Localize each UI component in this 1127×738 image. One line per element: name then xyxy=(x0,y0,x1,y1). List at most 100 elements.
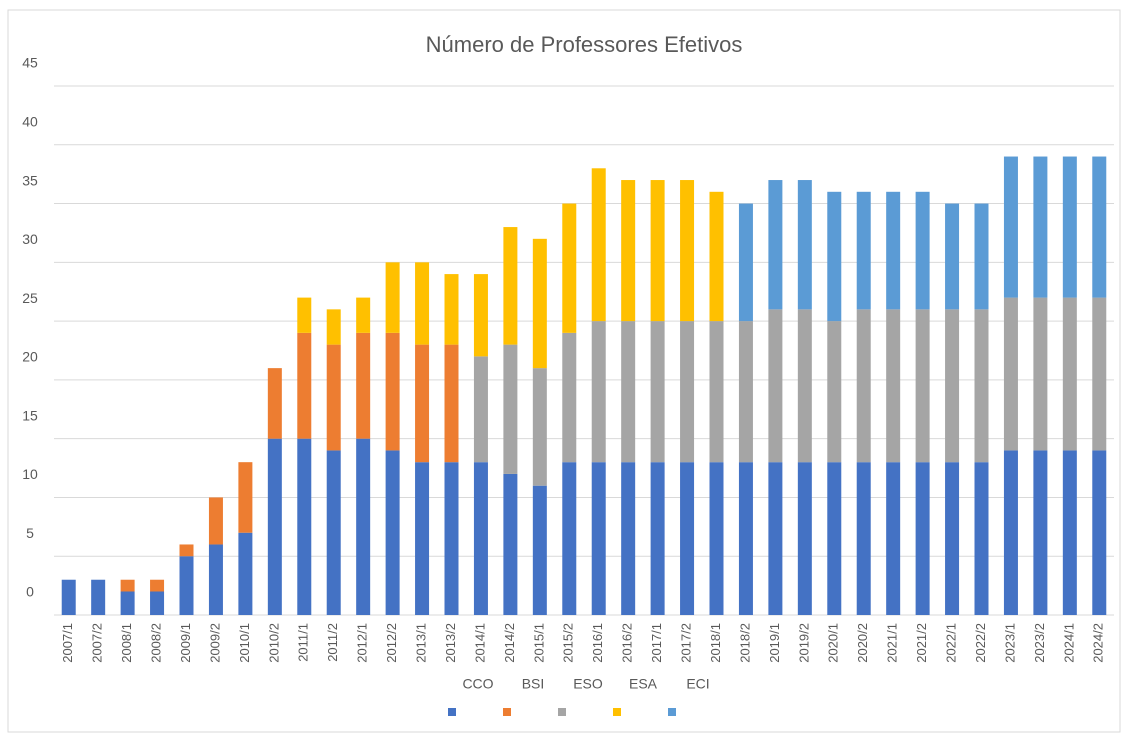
x-tick-label: 2023/1 xyxy=(1002,623,1017,663)
bar-segment xyxy=(591,462,606,615)
bar-segment xyxy=(415,344,430,463)
bar-segment xyxy=(945,462,960,615)
x-tick-label: 2022/2 xyxy=(973,623,988,663)
bar-segment xyxy=(267,438,282,615)
x-tick-label: 2015/2 xyxy=(561,623,576,663)
bar-segment xyxy=(1003,297,1018,451)
bar-segment xyxy=(385,262,400,333)
bar-segment xyxy=(856,309,871,463)
bar-segment xyxy=(61,579,76,615)
y-tick-label: 15 xyxy=(22,407,38,423)
x-tick-label: 2018/1 xyxy=(708,623,723,663)
x-tick-label: 2024/1 xyxy=(1061,623,1076,663)
x-tick-label: 2021/2 xyxy=(914,623,929,663)
bar-segment xyxy=(473,274,488,357)
x-tick-label: 2013/1 xyxy=(413,623,428,663)
legend-marker xyxy=(448,708,456,716)
x-tick-label: 2021/1 xyxy=(885,623,900,663)
y-tick-label: 5 xyxy=(26,525,34,541)
x-tick-label: 2009/2 xyxy=(207,623,222,663)
x-tick-label: 2010/2 xyxy=(266,623,281,663)
bar-segment xyxy=(709,321,724,463)
bar-segment xyxy=(768,180,783,310)
x-tick-label: 2014/2 xyxy=(502,623,517,663)
bar-segment xyxy=(444,274,459,345)
bar-segment xyxy=(444,462,459,615)
bar-segment xyxy=(91,579,106,615)
legend-label: CCO xyxy=(462,676,493,692)
legend-marker xyxy=(668,708,676,716)
bar-segment xyxy=(797,180,812,310)
bar-segment xyxy=(886,462,901,615)
bar-segment xyxy=(650,321,665,463)
bar-segment xyxy=(532,485,547,615)
bar-segment xyxy=(532,238,547,369)
bar-segment xyxy=(267,368,282,439)
x-tick-label: 2020/2 xyxy=(855,623,870,663)
x-tick-label: 2013/2 xyxy=(443,623,458,663)
bar-segment xyxy=(827,321,842,463)
bar-segment xyxy=(120,579,135,592)
bar-segment xyxy=(709,191,724,322)
bar-segment xyxy=(827,462,842,615)
x-tick-label: 2017/1 xyxy=(649,623,664,663)
y-tick-label: 40 xyxy=(22,113,38,129)
legend-label: BSI xyxy=(522,676,545,692)
x-tick-label: 2011/2 xyxy=(325,623,340,662)
bar-segment xyxy=(856,191,871,310)
bar-segment xyxy=(1092,450,1107,615)
x-tick-label: 2019/2 xyxy=(796,623,811,663)
x-tick-label: 2011/1 xyxy=(296,623,311,662)
bar-segment xyxy=(797,462,812,615)
y-tick-label: 25 xyxy=(22,290,38,306)
x-tick-label: 2017/2 xyxy=(678,623,693,663)
x-tick-label: 2024/2 xyxy=(1091,623,1106,663)
x-tick-label: 2012/2 xyxy=(384,623,399,663)
legend-marker xyxy=(503,708,511,716)
x-tick-label: 2015/1 xyxy=(531,623,546,663)
bar-segment xyxy=(356,332,371,439)
bar-segment xyxy=(738,203,753,322)
bar-segment xyxy=(945,309,960,463)
x-tick-label: 2007/2 xyxy=(90,623,105,663)
x-tick-label: 2022/1 xyxy=(943,623,958,663)
bar-segment xyxy=(473,356,488,463)
bar-segment xyxy=(297,332,312,439)
bar-segment xyxy=(1033,297,1048,451)
bar-segment xyxy=(945,203,960,310)
bar-segment xyxy=(1062,450,1077,615)
bar-segment xyxy=(856,462,871,615)
bar-segment xyxy=(915,462,930,615)
bar-segment xyxy=(738,321,753,463)
legend-label: ESO xyxy=(573,676,603,692)
y-tick-label: 45 xyxy=(22,55,38,71)
bar-segment xyxy=(208,497,223,545)
bar-segment xyxy=(738,462,753,615)
x-tick-label: 2010/1 xyxy=(237,623,252,663)
bar-segment xyxy=(503,344,518,474)
bar-segment xyxy=(1062,297,1077,451)
x-tick-label: 2020/1 xyxy=(826,623,841,663)
x-tick-label: 2008/2 xyxy=(148,623,163,663)
bar-segment xyxy=(591,321,606,463)
bar-segment xyxy=(562,332,577,463)
y-tick-label: 35 xyxy=(22,172,38,188)
bar-segment xyxy=(179,556,194,615)
chart-title: Número de Professores Efetivos xyxy=(426,32,743,57)
bar-segment xyxy=(179,544,194,557)
bar-segment xyxy=(886,191,901,310)
x-tick-label: 2008/1 xyxy=(119,623,134,663)
y-tick-label: 30 xyxy=(22,231,38,247)
bar-segment xyxy=(680,462,695,615)
bar-segment xyxy=(356,438,371,615)
bar-segment xyxy=(1003,450,1018,615)
bar-segment xyxy=(385,332,400,451)
bar-segment xyxy=(915,191,930,310)
bar-segment xyxy=(680,321,695,463)
x-tick-label: 2023/2 xyxy=(1032,623,1047,663)
bar-segment xyxy=(473,462,488,615)
bar-segment xyxy=(1003,156,1018,298)
x-tick-label: 2014/1 xyxy=(472,623,487,663)
bar-segment xyxy=(680,180,695,322)
x-tick-label: 2016/1 xyxy=(590,623,605,663)
